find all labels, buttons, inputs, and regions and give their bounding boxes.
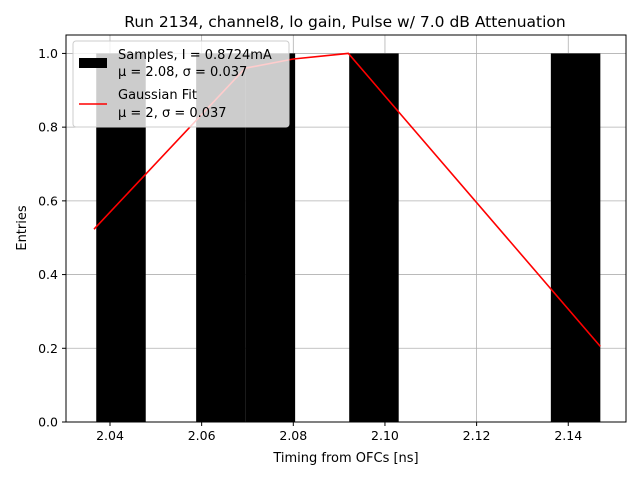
y-tick-label-1: 0.2 xyxy=(38,341,58,356)
legend-box xyxy=(72,40,290,128)
x-tick-label-0: 2.04 xyxy=(96,428,124,443)
x-tick-label-4: 2.12 xyxy=(463,428,491,443)
y-tick-label-5: 1.0 xyxy=(38,46,58,61)
histogram-bar-4 xyxy=(550,53,601,423)
legend-label-fit-line2: μ = 2, σ = 0.037 xyxy=(118,106,227,121)
y-tick-label-4: 0.8 xyxy=(38,120,58,135)
y-tick-label-2: 0.4 xyxy=(38,267,58,282)
y-tick-label-3: 0.6 xyxy=(38,193,58,208)
legend-label-fit-line1: Gaussian Fit xyxy=(118,88,197,103)
histogram-bar-3 xyxy=(349,53,399,423)
x-tick-label-1: 2.06 xyxy=(188,428,216,443)
x-tick-label-2: 2.08 xyxy=(279,428,307,443)
plot-frame xyxy=(65,34,627,423)
y-tick-label-0: 0.0 xyxy=(38,415,58,430)
legend: Samples, I = 0.8724mA μ = 2.08, σ = 0.03… xyxy=(72,40,290,128)
legend-swatch-samples xyxy=(79,58,107,68)
chart-title: Run 2134, channel8, lo gain, Pulse w/ 7.… xyxy=(124,13,565,31)
x-axis-label: Timing from OFCs [ns] xyxy=(272,451,418,466)
x-tick-label-3: 2.10 xyxy=(371,428,399,443)
x-tick-label-5: 2.14 xyxy=(554,428,582,443)
y-axis-label: Entries xyxy=(15,205,30,251)
legend-label-samples-line1: Samples, I = 0.8724mA xyxy=(118,48,272,63)
axis-ticks: 2.04 2.06 2.08 2.10 2.12 2.14 0.0 0.2 0.4 0.6 0.8 1… xyxy=(38,46,582,443)
legend-label-samples-line2: μ = 2.08, σ = 0.037 xyxy=(118,65,247,80)
